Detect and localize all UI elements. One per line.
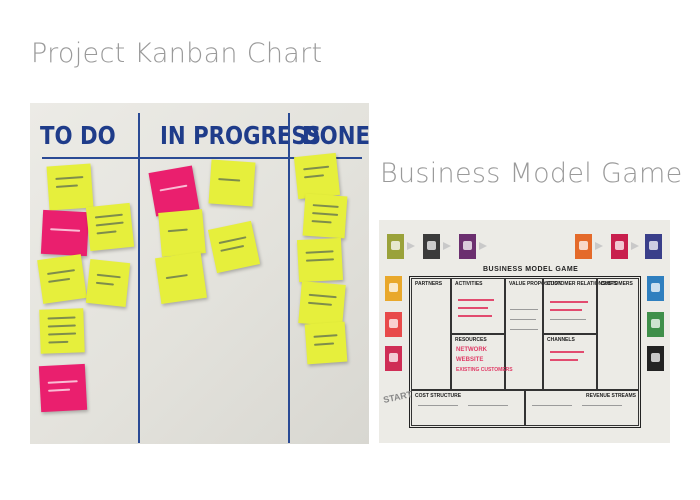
- sticky-note: [158, 209, 206, 257]
- section-label: REVENUE STREAMS: [586, 393, 637, 399]
- game-card: [647, 346, 664, 371]
- header-divider: [42, 157, 362, 159]
- sticky-note: [296, 237, 344, 283]
- section-label: RESOURCES: [455, 337, 487, 343]
- sticky-note: [293, 152, 341, 200]
- column-header-todo: TO DO: [40, 121, 116, 150]
- sticky-note: [148, 165, 200, 217]
- sticky-note: [38, 363, 88, 413]
- game-card: [387, 234, 404, 259]
- section-partners: PARTNERS: [411, 278, 451, 390]
- sticky-note: [207, 220, 261, 274]
- sticky-note: [40, 209, 90, 257]
- game-card: [645, 234, 662, 259]
- game-card: [423, 234, 440, 259]
- sticky-note: [46, 163, 94, 211]
- sticky-note: [39, 308, 85, 354]
- arrow-icon: [443, 242, 451, 250]
- business-model-board-photo: BUSINESS MODEL GAME PARTNERS ACTIVITIES …: [379, 220, 670, 443]
- resource-item: EXISTING CUSTOMERS: [456, 367, 513, 373]
- kanban-caption: Project Kanban Chart: [31, 38, 323, 69]
- arrow-icon: [595, 242, 603, 250]
- section-label: ACTIVITIES: [455, 281, 483, 287]
- arrow-icon: [631, 242, 639, 250]
- business-model-caption: Business Model Game: [380, 158, 683, 189]
- sticky-note: [304, 321, 348, 365]
- game-card: [385, 276, 402, 301]
- game-card: [385, 346, 402, 371]
- section-customers: CUSTOMERS: [597, 278, 639, 390]
- resource-item: NETWORK: [456, 347, 487, 353]
- section-label: CUSTOMERS: [601, 281, 633, 287]
- kanban-board-photo: TO DO IN PROGRESS DONE!: [30, 103, 369, 444]
- arrow-icon: [479, 242, 487, 250]
- section-revenue: REVENUE STREAMS: [525, 390, 639, 426]
- section-label: COST STRUCTURE: [415, 393, 462, 399]
- sticky-note: [298, 281, 346, 327]
- section-channels: CHANNELS: [543, 334, 597, 390]
- column-divider: [288, 113, 290, 443]
- section-relationships: CUSTOMER RELATIONSHIPS: [543, 278, 617, 334]
- board-title: BUSINESS MODEL GAME: [483, 266, 579, 273]
- sticky-note: [85, 259, 131, 307]
- resource-item: WEBSITE: [456, 357, 484, 363]
- column-header-in-progress: IN PROGRESS: [160, 121, 322, 150]
- section-value: VALUE PROPOSITION: [505, 278, 562, 390]
- canvas-frame: [409, 276, 641, 428]
- column-divider: [138, 113, 140, 443]
- column-header-done: DONE!: [302, 121, 369, 150]
- section-activities: ACTIVITIES: [451, 278, 505, 334]
- game-card: [459, 234, 476, 259]
- game-card: [385, 312, 402, 337]
- game-card: [575, 234, 592, 259]
- section-label: CUSTOMER RELATIONSHIPS: [547, 281, 618, 287]
- arrow-icon: [407, 242, 415, 250]
- section-label: PARTNERS: [415, 281, 443, 287]
- section-cost: COST STRUCTURE: [411, 390, 525, 426]
- section-label: CHANNELS: [547, 337, 575, 343]
- sticky-note: [302, 193, 348, 239]
- section-label: VALUE PROPOSITION: [509, 281, 562, 287]
- section-resources: RESOURCES NETWORK WEBSITE EXISTING CUSTO…: [451, 334, 513, 390]
- sticky-note: [37, 254, 87, 304]
- sticky-note: [155, 252, 207, 304]
- game-card: [647, 312, 664, 337]
- sticky-note: [208, 159, 256, 207]
- game-card: [611, 234, 628, 259]
- sticky-note: [85, 202, 135, 252]
- game-card: [647, 276, 664, 301]
